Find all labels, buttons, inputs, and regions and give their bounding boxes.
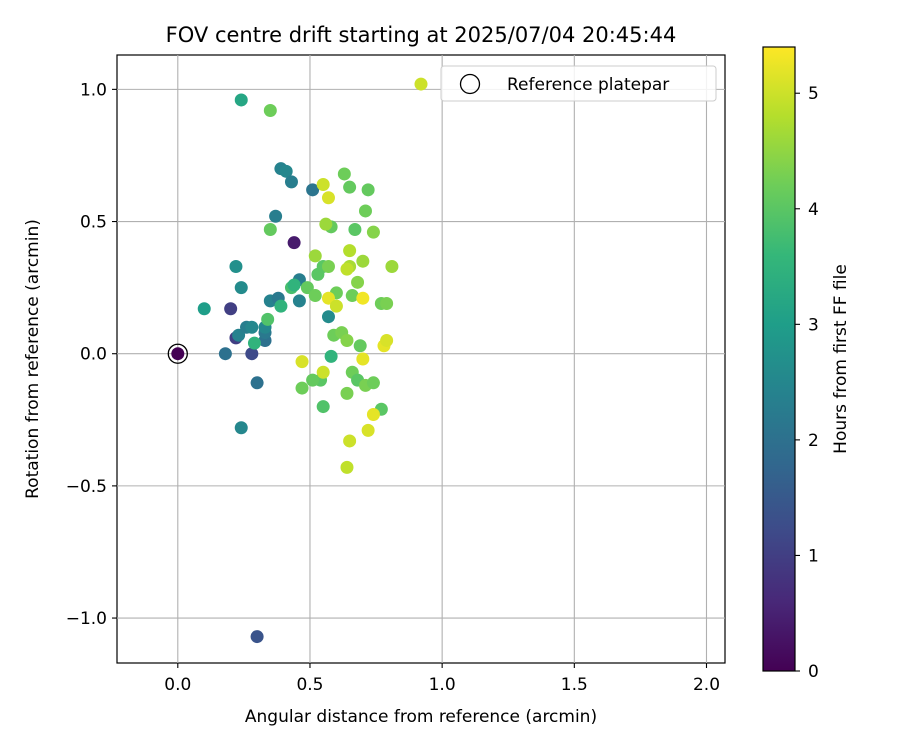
data-point	[229, 259, 243, 273]
x-tick-label: 2.0	[693, 675, 720, 695]
data-point	[356, 291, 370, 305]
data-point	[197, 302, 211, 316]
data-point	[300, 281, 314, 295]
chart-title: FOV centre drift starting at 2025/07/04 …	[166, 23, 677, 47]
data-point	[234, 421, 248, 435]
data-point	[321, 310, 335, 324]
x-tick-label: 1.5	[561, 675, 588, 695]
data-point	[316, 178, 330, 192]
y-tick-label: −0.5	[66, 477, 107, 497]
data-point	[340, 333, 354, 347]
data-point	[345, 289, 359, 303]
reference-platepar-marker	[167, 343, 188, 364]
data-point	[279, 164, 293, 178]
data-point	[308, 289, 322, 303]
colorbar-tick-label: 2	[808, 431, 819, 451]
data-point	[224, 302, 238, 316]
data-point	[366, 225, 380, 239]
data-point	[366, 376, 380, 390]
y-axis-label: Rotation from reference (arcmin)	[23, 219, 43, 499]
legend: Reference platepar	[440, 65, 717, 102]
data-point	[340, 386, 354, 400]
data-point	[274, 299, 288, 313]
y-tick-label: −1.0	[66, 609, 107, 629]
x-tick-label: 1.0	[429, 675, 456, 695]
data-point	[319, 217, 333, 231]
data-point	[171, 347, 185, 361]
data-point	[321, 191, 335, 205]
colorbar-tick-label: 3	[808, 315, 819, 335]
data-point	[358, 204, 372, 218]
colorbar-label: Hours from first FF file	[831, 264, 851, 454]
data-point	[263, 104, 277, 118]
colorbar-tick-label: 4	[808, 200, 819, 220]
data-points	[167, 77, 428, 644]
data-point	[316, 365, 330, 379]
data-point	[343, 180, 357, 194]
legend-label: Reference platepar	[507, 75, 669, 95]
y-tick-label: 0.0	[80, 345, 107, 365]
colorbar-tick-label: 0	[808, 662, 819, 682]
data-point	[356, 352, 370, 366]
colorbar-tick-label: 5	[808, 84, 819, 104]
data-point	[306, 373, 320, 387]
data-point	[385, 259, 399, 273]
data-point	[287, 278, 301, 292]
data-point	[348, 222, 362, 236]
data-point	[340, 262, 354, 276]
data-point	[380, 333, 394, 347]
data-point	[361, 183, 375, 197]
data-point	[343, 434, 357, 448]
colorbar: 0 1 2 3 4 5 Hours from first FF file	[762, 46, 851, 682]
data-point	[287, 236, 301, 250]
data-point	[284, 175, 298, 189]
data-point	[337, 167, 351, 181]
data-point	[351, 275, 365, 289]
colorbar-tick-label: 1	[808, 546, 819, 566]
data-point	[261, 312, 275, 326]
axis-ticks: 0.0 0.5 1.0 1.5 2.0 −1.0 −0.5 0.0 0.5 1.0	[66, 80, 720, 695]
data-point	[380, 296, 394, 310]
legend-marker-reference	[459, 73, 481, 95]
y-tick-label: 1.0	[80, 80, 107, 100]
data-point	[356, 254, 370, 268]
data-point	[295, 355, 309, 369]
colorbar-ticks: 0 1 2 3 4 5	[795, 84, 819, 682]
plot-area	[116, 54, 726, 664]
legend-box	[440, 65, 717, 102]
y-tick-label: 0.5	[80, 213, 107, 233]
data-point	[329, 299, 343, 313]
data-point	[232, 328, 246, 342]
data-point	[247, 336, 261, 350]
data-point	[292, 294, 306, 308]
data-point	[353, 339, 367, 353]
data-point	[343, 244, 357, 258]
x-axis-label: Angular distance from reference (arcmin)	[245, 707, 597, 727]
data-point	[316, 400, 330, 414]
data-point	[308, 249, 322, 263]
data-point	[366, 408, 380, 422]
data-point	[250, 376, 264, 390]
data-point	[414, 77, 428, 91]
data-point	[295, 381, 309, 395]
data-point	[361, 423, 375, 437]
data-point	[218, 347, 232, 361]
data-point	[245, 347, 259, 361]
data-point	[269, 209, 283, 223]
data-point	[263, 222, 277, 236]
data-point	[250, 630, 264, 644]
data-point	[245, 320, 259, 334]
data-point	[321, 291, 335, 305]
data-point	[234, 93, 248, 107]
grid	[117, 55, 725, 663]
data-point	[321, 259, 335, 273]
colorbar-scale	[762, 46, 796, 672]
data-point	[306, 183, 320, 197]
data-point	[324, 349, 338, 363]
x-tick-label: 0.0	[164, 675, 191, 695]
data-point	[340, 460, 354, 474]
x-tick-label: 0.5	[296, 675, 323, 695]
data-point	[234, 281, 248, 295]
